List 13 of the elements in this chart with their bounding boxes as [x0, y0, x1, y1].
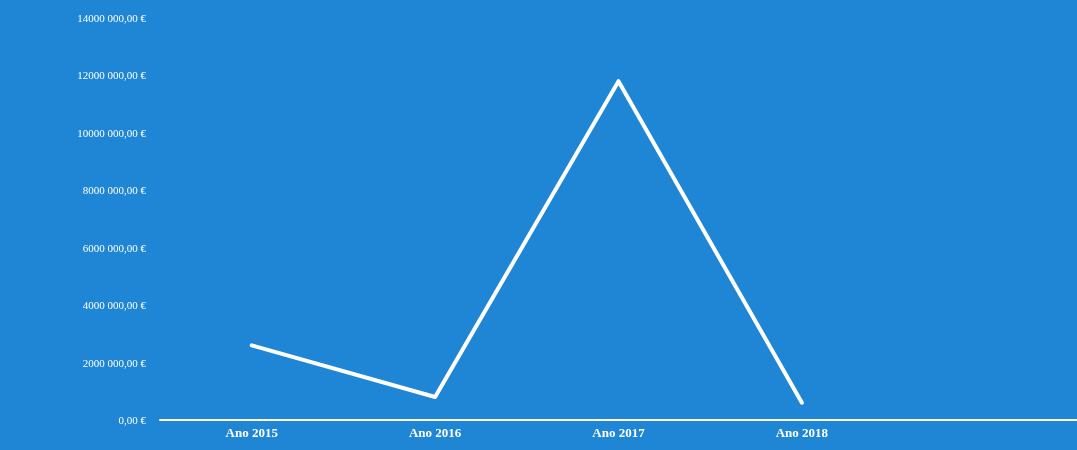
y-tick-label: 2000 000,00 €	[82, 356, 147, 369]
y-tick-label: 14000 000,00 €	[77, 12, 147, 24]
x-tick-label: Ano 2017	[592, 425, 646, 440]
x-tick-label: Ano 2016	[408, 425, 462, 440]
x-tick-label: Ano 2018	[775, 425, 829, 440]
y-tick-label: 8000 000,00 €	[82, 184, 147, 197]
y-tick-label: 12000 000,00 €	[77, 69, 147, 82]
y-tick-label: 10000 000,00 €	[77, 126, 147, 139]
x-tick-label: Ano 2015	[225, 425, 279, 440]
y-tick-label: 6000 000,00 €	[82, 241, 147, 254]
y-tick-label: 0,00 €	[118, 414, 147, 426]
y-tick-label: 4000 000,00 €	[82, 299, 147, 312]
line-series	[249, 79, 804, 405]
